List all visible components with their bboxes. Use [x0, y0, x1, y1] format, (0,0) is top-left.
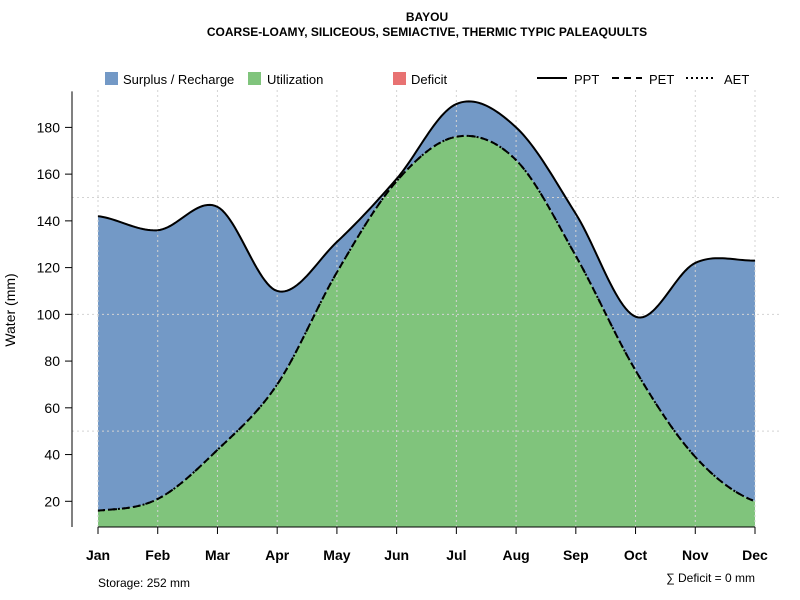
y-tick-label: 180: [37, 119, 61, 135]
x-tick-label: Jan: [86, 547, 110, 563]
x-tick-label: Aug: [502, 547, 529, 563]
x-tick-label: May: [323, 547, 350, 563]
series-line-ppt: [97, 100, 756, 319]
legend-swatch-deficit: [393, 72, 406, 85]
chart-grid: [72, 90, 782, 527]
y-tick-label: 160: [37, 166, 61, 182]
x-tick-label: Jul: [446, 547, 466, 563]
x-tick-label: Mar: [205, 547, 230, 563]
x-tick-label: Jun: [384, 547, 409, 563]
deficit-total-label: ∑ Deficit = 0 mm: [666, 571, 755, 585]
y-tick-label: 40: [44, 447, 60, 463]
storage-label: Storage: 252 mm: [98, 576, 190, 590]
legend: Surplus / Recharge Utilization Deficit P…: [105, 72, 749, 87]
y-tick-label: 100: [37, 306, 61, 322]
y-tick-label: 140: [37, 213, 61, 229]
legend-label-utilization: Utilization: [267, 72, 323, 87]
legend-label-aet: AET: [724, 72, 749, 87]
y-tick-label: 20: [44, 493, 60, 509]
legend-label-pet: PET: [649, 72, 674, 87]
legend-swatch-surplus: [105, 72, 118, 85]
y-axis-title: Water (mm): [2, 273, 18, 346]
utilization-area: [98, 135, 755, 527]
legend-swatch-utilization: [248, 72, 261, 85]
legend-label-deficit: Deficit: [411, 72, 448, 87]
chart-title: BAYOU: [406, 10, 448, 24]
x-tick-label: Feb: [145, 547, 170, 563]
chart-areas: [98, 101, 755, 527]
x-tick-label: Oct: [624, 547, 648, 563]
y-tick-label: 60: [44, 400, 60, 416]
y-tick-label: 80: [44, 353, 60, 369]
legend-label-surplus: Surplus / Recharge: [123, 72, 234, 87]
y-tick-label: 120: [37, 260, 61, 276]
chart-subtitle: COARSE-LOAMY, SILICEOUS, SEMIACTIVE, THE…: [207, 25, 647, 39]
series-line-pet: [97, 134, 756, 512]
chart-axes: 20 40 60 80 100 120 140 160 180 Jan Feb Mar Apr May Ju…: [37, 91, 768, 563]
x-tick-label: Apr: [265, 547, 290, 563]
x-tick-label: Sep: [563, 547, 589, 563]
x-tick-label: Nov: [682, 547, 709, 563]
x-tick-label: Dec: [742, 547, 768, 563]
chart-lines: [97, 100, 756, 512]
legend-label-ppt: PPT: [574, 72, 599, 87]
